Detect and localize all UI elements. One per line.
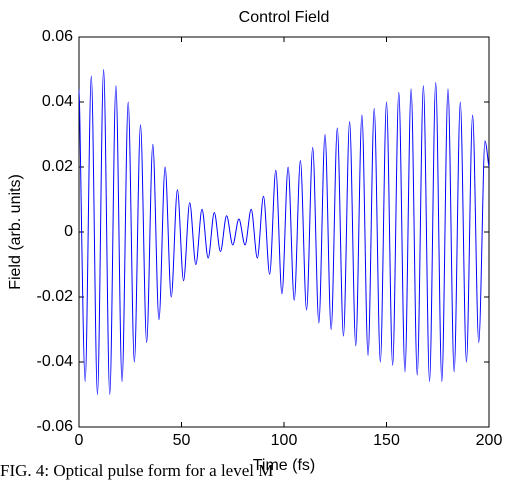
y-tick-label: -0.02 bbox=[37, 288, 74, 305]
y-tick-label: -0.06 bbox=[37, 418, 74, 435]
caption: FIG. 4: Optical pulse form for a level M bbox=[0, 461, 273, 480]
y-tick-label: 0.04 bbox=[42, 93, 73, 110]
y-tick-label: 0 bbox=[64, 223, 73, 240]
x-tick-label: 150 bbox=[373, 432, 400, 449]
y-axis-label: Field (arb. units) bbox=[7, 174, 24, 290]
y-tick-label: 0.06 bbox=[42, 28, 73, 45]
chart-title: Control Field bbox=[239, 9, 330, 26]
y-tick-label: 0.02 bbox=[42, 158, 73, 175]
x-axis-label: Time (fs) bbox=[253, 457, 316, 474]
x-tick-label: 0 bbox=[75, 432, 84, 449]
line-series bbox=[78, 68, 490, 396]
x-tick-label: 200 bbox=[476, 432, 503, 449]
y-tick-label: -0.04 bbox=[37, 353, 74, 370]
x-tick-label: 100 bbox=[271, 432, 298, 449]
x-tick-label: 50 bbox=[173, 432, 191, 449]
plot-frame bbox=[78, 36, 490, 428]
